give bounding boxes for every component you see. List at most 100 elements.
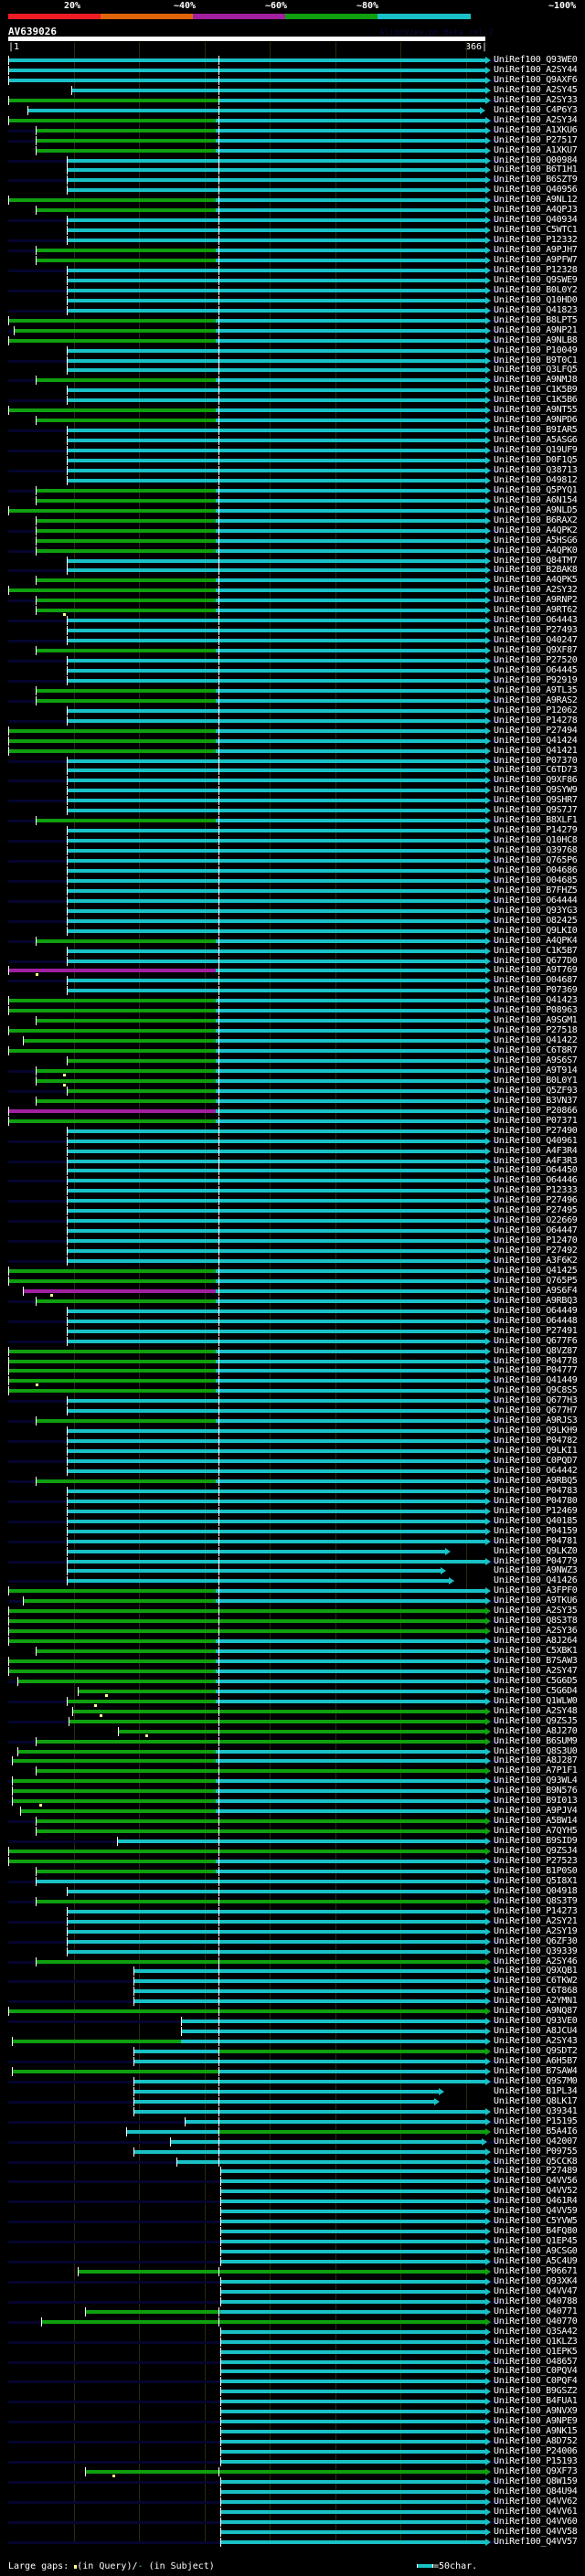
hit-name-link[interactable]: UniRef100_P27518 [494, 1025, 578, 1035]
alignment-row[interactable]: UniRef100_Q84U94 [0, 2486, 585, 2497]
hit-name-link[interactable]: UniRef100_A9PJH7 [494, 245, 578, 255]
alignment-row[interactable]: UniRef100_B0L0Y2 [0, 285, 585, 296]
hit-name-link[interactable]: UniRef100_Q10HD0 [494, 295, 578, 305]
hit-name-link[interactable]: UniRef100_A9RT62 [494, 605, 578, 615]
alignment-row[interactable]: UniRef100_B7SAW4 [0, 2066, 585, 2077]
alignment-row[interactable]: UniRef100_A9TL35 [0, 685, 585, 696]
alignment-row[interactable]: UniRef100_C6TKW2 [0, 1976, 585, 1987]
hit-name-link[interactable]: UniRef100_A2SY21 [494, 1916, 578, 1926]
alignment-row[interactable]: UniRef100_P08963 [0, 1005, 585, 1016]
hit-name-link[interactable]: UniRef100_A5ASG6 [494, 435, 578, 445]
alignment-row[interactable]: UniRef100_A8J270 [0, 1726, 585, 1737]
alignment-row[interactable]: UniRef100_Q8S3T8 [0, 1616, 585, 1627]
alignment-row[interactable]: UniRef100_P14279 [0, 825, 585, 836]
alignment-row[interactable]: UniRef100_Q39768 [0, 845, 585, 856]
alignment-row[interactable]: UniRef100_A1XKU7 [0, 145, 585, 156]
alignment-row[interactable]: UniRef100_A2SY46 [0, 1956, 585, 1967]
alignment-row[interactable]: UniRef100_B5A4I6 [0, 2126, 585, 2137]
alignment-row[interactable]: UniRef100_Q1EP45 [0, 2236, 585, 2247]
hit-name-link[interactable]: UniRef100_A6N154 [494, 495, 578, 505]
hit-name-link[interactable]: UniRef100_P04778 [494, 1356, 578, 1366]
hit-name-link[interactable]: UniRef100_A9TL35 [494, 685, 578, 695]
alignment-row[interactable]: UniRef100_Q4VV47 [0, 2286, 585, 2297]
alignment-row[interactable]: UniRef100_O64450 [0, 1165, 585, 1176]
hit-name-link[interactable]: UniRef100_A8D752 [494, 2436, 578, 2446]
alignment-row[interactable]: UniRef100_Q93WE0 [0, 55, 585, 66]
alignment-row[interactable]: UniRef100_A9RAS2 [0, 695, 585, 706]
hit-name-link[interactable]: UniRef100_A9RBQ3 [494, 1296, 578, 1306]
alignment-row[interactable]: UniRef100_B9T0C1 [0, 355, 585, 366]
hit-name-link[interactable]: UniRef100_A2SY48 [494, 1706, 578, 1716]
hit-name-link[interactable]: UniRef100_A9S6S7 [494, 1055, 578, 1065]
hit-name-link[interactable]: UniRef100_C6T8R7 [494, 1045, 578, 1055]
alignment-row[interactable]: UniRef100_C5G6D5 [0, 1676, 585, 1687]
alignment-row[interactable]: UniRef100_O22669 [0, 1215, 585, 1226]
hit-name-link[interactable]: UniRef100_Q9AXF6 [494, 75, 578, 85]
hit-name-link[interactable]: UniRef100_Q93XK4 [494, 2276, 578, 2286]
hit-name-link[interactable]: UniRef100_A9PFW7 [494, 255, 578, 265]
alignment-row[interactable]: UniRef100_P20866 [0, 1106, 585, 1117]
alignment-row[interactable]: UniRef100_A9T914 [0, 1065, 585, 1076]
alignment-row[interactable]: UniRef100_B9IAR5 [0, 425, 585, 436]
hit-name-link[interactable]: UniRef100_Q8W159 [494, 2476, 578, 2486]
alignment-row[interactable]: UniRef100_P10049 [0, 345, 585, 356]
hit-name-link[interactable]: UniRef100_Q5I8X1 [494, 1876, 578, 1886]
alignment-row[interactable]: UniRef100_Q9XF73 [0, 2466, 585, 2477]
alignment-row[interactable]: UniRef100_P14278 [0, 716, 585, 726]
hit-name-link[interactable]: UniRef100_Q9C8S5 [494, 1385, 578, 1395]
alignment-row[interactable]: UniRef100_Q39341 [0, 2106, 585, 2117]
hit-name-link[interactable]: UniRef100_B6SUM9 [494, 1736, 578, 1746]
hit-name-link[interactable]: UniRef100_Q1EPK5 [494, 2347, 578, 2357]
alignment-row[interactable]: UniRef100_A9NMJ8 [0, 375, 585, 386]
hit-name-link[interactable]: UniRef100_A4QPK4 [494, 936, 578, 946]
hit-name-link[interactable]: UniRef100_Q677D0 [494, 956, 578, 966]
alignment-row[interactable]: UniRef100_Q4VV58 [0, 2527, 585, 2538]
hit-name-link[interactable]: UniRef100_O82425 [494, 916, 578, 926]
hit-name-link[interactable]: UniRef100_Q93VE0 [494, 2016, 578, 2026]
hit-name-link[interactable]: UniRef100_Q461R4 [494, 2196, 578, 2206]
hit-name-link[interactable]: UniRef100_P27517 [494, 135, 578, 145]
alignment-row[interactable]: UniRef100_Q84TM7 [0, 556, 585, 567]
alignment-row[interactable]: UniRef100_A2SY44 [0, 65, 585, 76]
hit-name-link[interactable]: UniRef100_A9NK15 [494, 2426, 578, 2436]
alignment-row[interactable]: UniRef100_A9RBQ5 [0, 1476, 585, 1487]
alignment-row[interactable]: UniRef100_Q93WL4 [0, 1776, 585, 1786]
hit-name-link[interactable]: UniRef100_A9NMJ8 [494, 375, 578, 385]
hit-name-link[interactable]: UniRef100_B6T1H1 [494, 164, 578, 175]
hit-name-link[interactable]: UniRef100_P27490 [494, 1126, 578, 1136]
hit-name-link[interactable]: UniRef100_Q4VV62 [494, 2496, 578, 2507]
hit-name-link[interactable]: UniRef100_B2BAK8 [494, 565, 578, 575]
hit-name-link[interactable]: UniRef100_Q8VZ87 [494, 1346, 578, 1356]
hit-name-link[interactable]: UniRef100_O04687 [494, 975, 578, 985]
hit-name-link[interactable]: UniRef100_A7P1F1 [494, 1765, 578, 1776]
alignment-row[interactable]: UniRef100_A9NP21 [0, 325, 585, 336]
hit-name-link[interactable]: UniRef100_Q40185 [494, 1516, 578, 1526]
hit-name-link[interactable]: UniRef100_Q8S3T9 [494, 1896, 578, 1906]
hit-name-link[interactable]: UniRef100_Q9ZSJ4 [494, 1846, 578, 1856]
hit-name-link[interactable]: UniRef100_A3F6K2 [494, 1256, 578, 1266]
hit-name-link[interactable]: UniRef100_Q9XF73 [494, 2466, 578, 2476]
hit-name-link[interactable]: UniRef100_D0F1Q5 [494, 455, 578, 465]
hit-name-link[interactable]: UniRef100_B8LPT5 [494, 315, 578, 325]
alignment-row[interactable]: UniRef100_P14273 [0, 1906, 585, 1917]
hit-name-link[interactable]: UniRef100_A1XKU7 [494, 145, 578, 155]
alignment-row[interactable]: UniRef100_A9S6S7 [0, 1055, 585, 1066]
hit-name-link[interactable]: UniRef100_Q9LKI0 [494, 926, 578, 936]
alignment-row[interactable]: UniRef100_Q41426 [0, 1575, 585, 1586]
alignment-row[interactable]: UniRef100_A3FPF0 [0, 1585, 585, 1596]
hit-name-link[interactable]: UniRef100_O04685 [494, 875, 578, 885]
alignment-row[interactable]: UniRef100_Q10HC8 [0, 835, 585, 846]
hit-name-link[interactable]: UniRef100_Q84U94 [494, 2486, 578, 2496]
alignment-row[interactable]: UniRef100_C1K5B9 [0, 385, 585, 396]
hit-name-link[interactable]: UniRef100_C5YVW5 [494, 2216, 578, 2226]
hit-name-link[interactable]: UniRef100_O64446 [494, 1175, 578, 1185]
alignment-row[interactable]: UniRef100_B4FQ80 [0, 2226, 585, 2237]
alignment-row[interactable]: UniRef100_A2SY36 [0, 1626, 585, 1637]
hit-name-link[interactable]: UniRef100_P92919 [494, 675, 578, 685]
alignment-row[interactable]: UniRef100_O64448 [0, 1316, 585, 1327]
alignment-row[interactable]: UniRef100_Q1KLZ3 [0, 2337, 585, 2348]
hit-name-link[interactable]: UniRef100_O64449 [494, 1306, 578, 1316]
alignment-row[interactable]: UniRef100_Q93VE0 [0, 2016, 585, 2027]
hit-name-link[interactable]: UniRef100_A9NQ87 [494, 2006, 578, 2016]
hit-name-link[interactable]: UniRef100_C5XBK1 [494, 1646, 578, 1656]
